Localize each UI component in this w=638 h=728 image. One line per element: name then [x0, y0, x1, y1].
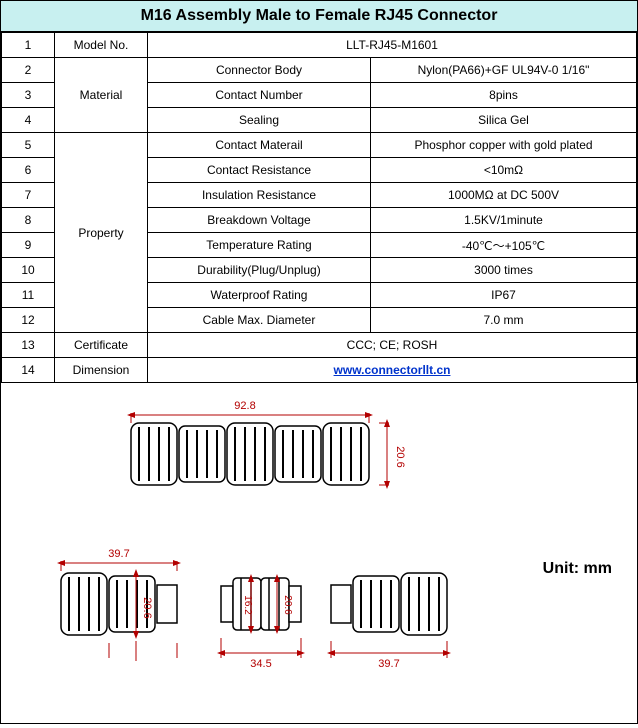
- table-row: 5 Property Contact Materail Phosphor cop…: [2, 133, 637, 158]
- dim-length: 92.8: [234, 400, 255, 412]
- row-num: 10: [2, 258, 55, 283]
- category: Dimension: [55, 358, 148, 383]
- value: IP67: [371, 283, 637, 308]
- table-row: 14 Dimension www.connectorllt.cn: [2, 358, 637, 383]
- property: Breakdown Voltage: [148, 208, 371, 233]
- property: Waterproof Rating: [148, 283, 371, 308]
- row-num: 2: [2, 58, 55, 83]
- row-num: 5: [2, 133, 55, 158]
- website-link[interactable]: www.connectorllt.cn: [334, 363, 451, 377]
- spec-table: 1 Model No. LLT-RJ45-M1601 2 Material Co…: [1, 32, 637, 383]
- dim-half-dia: 20.6: [141, 597, 153, 618]
- property: Contact Resistance: [148, 158, 371, 183]
- property: Connector Body: [148, 58, 371, 83]
- row-num: 12: [2, 308, 55, 333]
- row-num: 7: [2, 183, 55, 208]
- dim-half-right: 39.7: [378, 658, 399, 670]
- category: Certificate: [55, 333, 148, 358]
- row-num: 6: [2, 158, 55, 183]
- connector-assembled: [131, 423, 369, 485]
- category: Property: [55, 133, 148, 333]
- dim-half-left: 39.7: [108, 548, 129, 560]
- property: Sealing: [148, 108, 371, 133]
- table-row: 13 Certificate CCC; CE; ROSH: [2, 333, 637, 358]
- table-row: 1 Model No. LLT-RJ45-M1601: [2, 33, 637, 58]
- dim-mid-d1: 16.2: [242, 595, 253, 615]
- dim-diameter: 20.6: [394, 446, 406, 467]
- row-num: 8: [2, 208, 55, 233]
- title: M16 Assembly Male to Female RJ45 Connect…: [1, 1, 637, 32]
- connector-half-right: [331, 573, 447, 635]
- row-num: 3: [2, 83, 55, 108]
- row-num: 14: [2, 358, 55, 383]
- connector-half-left: [61, 573, 177, 635]
- value: 1.5KV/1minute: [371, 208, 637, 233]
- row-num: 9: [2, 233, 55, 258]
- dim-mid-len: 34.5: [250, 658, 271, 670]
- property: Durability(Plug/Unplug): [148, 258, 371, 283]
- value: 7.0 mm: [371, 308, 637, 333]
- category: Material: [55, 58, 148, 133]
- value: 1000MΩ at DC 500V: [371, 183, 637, 208]
- row-num: 13: [2, 333, 55, 358]
- spec-sheet: M16 Assembly Male to Female RJ45 Connect…: [0, 0, 638, 724]
- dim-mid-d2: 20.6: [282, 595, 293, 615]
- dimension-diagram: 92.8 20.6: [1, 383, 637, 723]
- property: Contact Number: [148, 83, 371, 108]
- value: <10mΩ: [371, 158, 637, 183]
- value: -40℃～+105℃: [371, 233, 637, 258]
- value: Phosphor copper with gold plated: [371, 133, 637, 158]
- property: Temperature Rating: [148, 233, 371, 258]
- row-num: 4: [2, 108, 55, 133]
- value: www.connectorllt.cn: [148, 358, 637, 383]
- value: 8pins: [371, 83, 637, 108]
- row-num: 1: [2, 33, 55, 58]
- value: CCC; CE; ROSH: [148, 333, 637, 358]
- value: 3000 times: [371, 258, 637, 283]
- category: Model No.: [55, 33, 148, 58]
- diagram-svg: 92.8 20.6: [1, 383, 638, 723]
- property: Insulation Resistance: [148, 183, 371, 208]
- row-num: 11: [2, 283, 55, 308]
- value: Nylon(PA66)+GF UL94V-0 1/16": [371, 58, 637, 83]
- value: Silica Gel: [371, 108, 637, 133]
- property: Cable Max. Diameter: [148, 308, 371, 333]
- value: LLT-RJ45-M1601: [148, 33, 637, 58]
- table-row: 2 Material Connector Body Nylon(PA66)+GF…: [2, 58, 637, 83]
- unit-label: Unit: mm: [543, 560, 612, 578]
- property: Contact Materail: [148, 133, 371, 158]
